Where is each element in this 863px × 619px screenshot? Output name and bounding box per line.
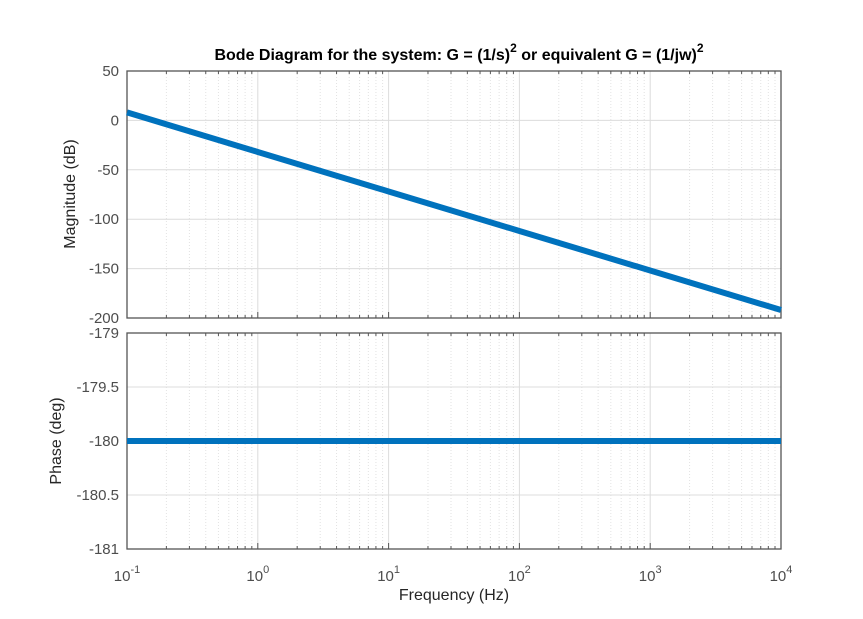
magnitude-line bbox=[126, 109, 782, 313]
x-tick-label: 101 bbox=[377, 564, 400, 585]
y-tick-label: -180.5 bbox=[76, 487, 119, 504]
y-tick-label: -179 bbox=[89, 325, 119, 342]
x-tick-label: 102 bbox=[508, 564, 531, 585]
y-tick-label: -50 bbox=[97, 162, 119, 179]
magnitude-axis-label: Magnitude (dB) bbox=[62, 139, 79, 248]
chart-title: Bode Diagram for the system: G = (1/s)2 … bbox=[214, 41, 703, 64]
y-tick-label: -179.5 bbox=[76, 379, 119, 396]
frequency-axis-label: Frequency (Hz) bbox=[399, 587, 509, 604]
x-tick-label: 103 bbox=[639, 564, 662, 585]
axes-frame bbox=[126, 70, 782, 319]
y-tick-label: -200 bbox=[89, 310, 119, 327]
x-tick-label: 10-1 bbox=[114, 564, 140, 585]
y-tick-label: -150 bbox=[89, 261, 119, 278]
y-tick-label: 0 bbox=[111, 112, 119, 129]
y-tick-label: 50 bbox=[102, 63, 119, 80]
phase-axis-label: Phase (deg) bbox=[48, 397, 65, 484]
y-tick-label: -181 bbox=[89, 541, 119, 558]
x-tick-label: 104 bbox=[770, 564, 793, 585]
y-tick-label: -180 bbox=[89, 433, 119, 450]
y-tick-label: -100 bbox=[89, 211, 119, 228]
x-tick-label: 100 bbox=[246, 564, 269, 585]
